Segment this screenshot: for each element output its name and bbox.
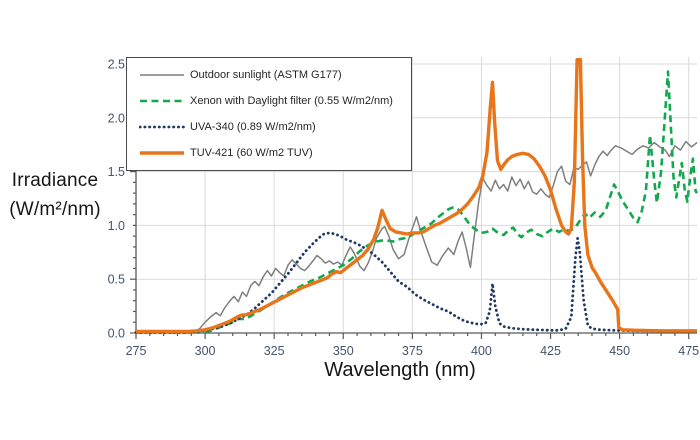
legend-label: Xenon with Daylight filter (0.55 W/m2/nm… xyxy=(190,95,393,107)
series-line-3 xyxy=(134,231,699,334)
legend-item-3: UVA-340 (0.89 W/m2/nm) xyxy=(139,115,405,140)
legend-label: UVA-340 (0.89 W/m2/nm) xyxy=(190,121,316,133)
y-tick-label: 1.5 xyxy=(108,165,125,179)
x-axis-title: Wavelength (nm) xyxy=(324,359,476,381)
legend-box: Outdoor sunlight (ASTM G177) Xenon with D… xyxy=(126,57,412,171)
y-tick-label: 2.5 xyxy=(108,58,125,72)
x-tick-label: 475 xyxy=(678,344,699,358)
y-tick-label: 1.0 xyxy=(108,219,125,233)
legend-line-sample xyxy=(140,151,184,155)
legend-item-2: Xenon with Daylight filter (0.55 W/m2/nm… xyxy=(139,89,405,114)
series-line-1 xyxy=(136,140,698,333)
x-tick-label: 275 xyxy=(126,344,147,358)
legend-label: TUV-421 (60 W/m2 TUV) xyxy=(190,147,313,159)
x-tick-label: 300 xyxy=(195,344,216,358)
y-tick-label: 0.5 xyxy=(108,273,125,287)
x-tick-label: 325 xyxy=(264,344,285,358)
x-tick-label: 350 xyxy=(333,344,354,358)
legend-line-sample xyxy=(140,99,184,103)
y-axis-title: Irradiance (W/m²/nm) xyxy=(0,166,110,225)
series-line-2 xyxy=(136,70,699,334)
legend-item-4: TUV-421 (60 W/m2 TUV) xyxy=(139,141,405,166)
x-tick-label: 450 xyxy=(609,344,630,358)
legend-line-sample xyxy=(139,125,185,129)
y-tick-label: 2.0 xyxy=(108,111,125,125)
legend-item-1: Outdoor sunlight (ASTM G177) xyxy=(139,63,405,88)
x-tick-label: 425 xyxy=(540,344,561,358)
legend-label: Outdoor sunlight (ASTM G177) xyxy=(190,69,342,81)
x-tick-label: 400 xyxy=(471,344,492,358)
legend-line-sample xyxy=(140,74,184,76)
y-axis-title-line2: (W/m²/nm) xyxy=(9,199,101,221)
series-line-4 xyxy=(136,58,697,334)
y-tick-label: 0.0 xyxy=(108,327,125,341)
y-axis-title-line1: Irradiance xyxy=(11,170,99,191)
x-tick-label: 375 xyxy=(402,344,423,358)
